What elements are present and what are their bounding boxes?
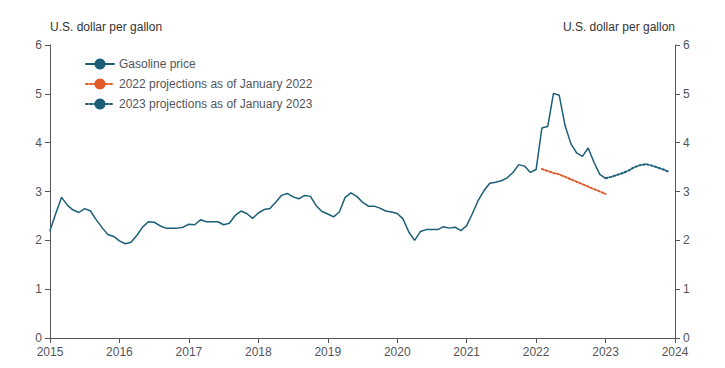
svg-text:2: 2 — [683, 233, 690, 247]
svg-text:2023 projections as of January: 2023 projections as of January 2023 — [119, 97, 313, 111]
svg-text:2016: 2016 — [106, 345, 133, 359]
svg-text:2015: 2015 — [37, 345, 64, 359]
svg-text:4: 4 — [683, 136, 690, 150]
svg-text:4: 4 — [35, 136, 42, 150]
svg-text:1: 1 — [35, 282, 42, 296]
svg-text:6: 6 — [683, 38, 690, 52]
svg-text:5: 5 — [35, 87, 42, 101]
svg-text:2021: 2021 — [453, 345, 480, 359]
svg-text:6: 6 — [35, 38, 42, 52]
svg-text:U.S. dollar per gallon: U.S. dollar per gallon — [50, 20, 162, 34]
svg-text:2023: 2023 — [592, 345, 619, 359]
svg-text:2022: 2022 — [523, 345, 550, 359]
svg-text:2022 projections as of January: 2022 projections as of January 2022 — [119, 77, 313, 91]
svg-text:2: 2 — [35, 233, 42, 247]
svg-text:0: 0 — [683, 331, 690, 345]
svg-text:2019: 2019 — [314, 345, 341, 359]
svg-text:1: 1 — [683, 282, 690, 296]
svg-text:Gasoline price: Gasoline price — [119, 57, 196, 71]
svg-text:0: 0 — [35, 331, 42, 345]
svg-text:U.S. dollar per gallon: U.S. dollar per gallon — [563, 20, 675, 34]
svg-text:2024: 2024 — [662, 345, 689, 359]
svg-text:2017: 2017 — [176, 345, 203, 359]
svg-text:3: 3 — [35, 185, 42, 199]
svg-text:3: 3 — [683, 185, 690, 199]
svg-text:2020: 2020 — [384, 345, 411, 359]
svg-text:2018: 2018 — [245, 345, 272, 359]
svg-text:5: 5 — [683, 87, 690, 101]
